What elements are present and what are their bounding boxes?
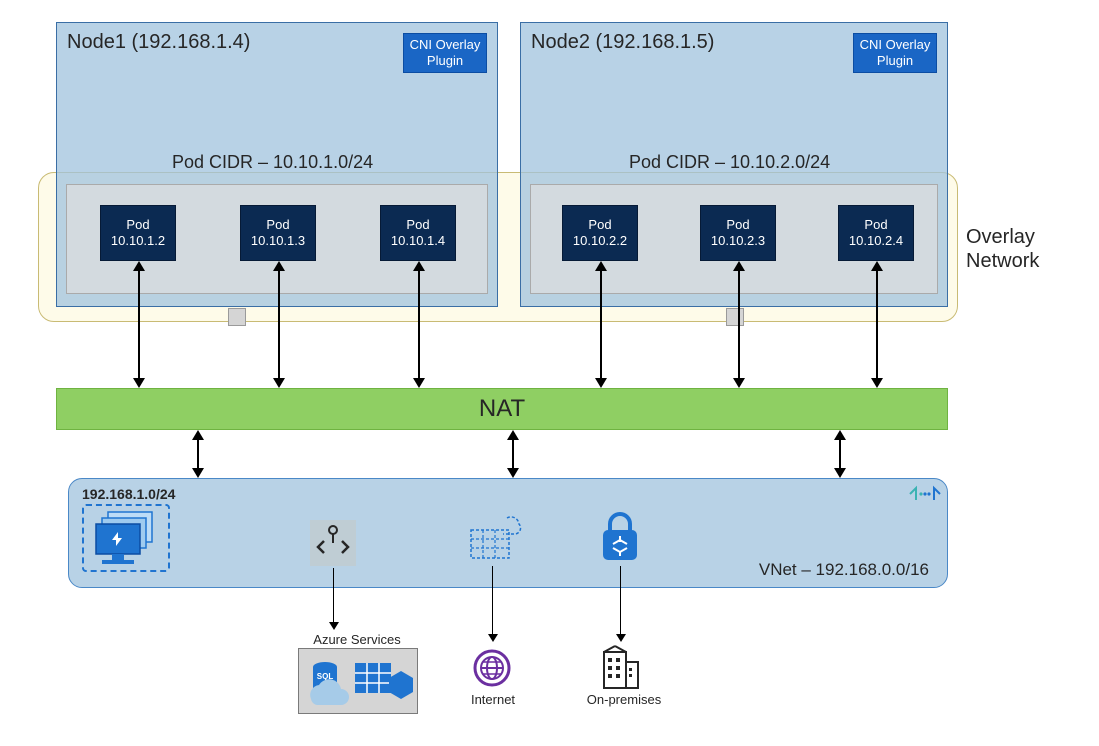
arrow-nat-vnet <box>197 438 199 470</box>
overlay-network-label: OverlayNetwork <box>966 225 1076 273</box>
nat-label: NAT <box>479 395 525 423</box>
pod: Pod10.10.1.2 <box>100 205 176 261</box>
arrowhead-down-icon <box>595 378 607 388</box>
pod: Pod10.10.2.3 <box>700 205 776 261</box>
arrowhead-down-icon <box>133 378 145 388</box>
vm-scale-set-group <box>82 504 170 572</box>
arrow-pod-nat <box>738 269 740 380</box>
arrowhead-down-icon <box>871 378 883 388</box>
arrow-nat-vnet <box>512 438 514 470</box>
arrowhead-up-icon <box>413 261 425 271</box>
arrowhead-up-icon <box>733 261 745 271</box>
arrowhead-down-icon <box>616 634 626 642</box>
cloud-storage-icon <box>465 514 523 569</box>
resize-handle-icon <box>726 308 744 326</box>
internet-label: Internet <box>463 692 523 707</box>
azure-services-title: Azure Services <box>312 632 402 647</box>
arrow-service-down <box>492 566 493 636</box>
pod: Pod10.10.2.2 <box>562 205 638 261</box>
pod: Pod10.10.1.4 <box>380 205 456 261</box>
arrowhead-down-icon <box>413 378 425 388</box>
node-title: Node2 (192.168.1.5) <box>531 31 714 54</box>
vm-icon <box>84 506 172 574</box>
arrowhead-up-icon <box>192 430 204 440</box>
arrowhead-down-icon <box>488 634 498 642</box>
pod: Pod10.10.2.4 <box>838 205 914 261</box>
arrow-pod-nat <box>278 269 280 380</box>
vpn-gateway-icon <box>595 512 645 569</box>
arrowhead-down-icon <box>273 378 285 388</box>
pod: Pod10.10.1.3 <box>240 205 316 261</box>
arrow-service-down <box>620 566 621 636</box>
pod-cidr-label: Pod CIDR – 10.10.2.0/24 <box>629 152 830 173</box>
nat-bar: NAT <box>56 388 948 430</box>
arrowhead-down-icon <box>329 622 339 630</box>
onprem-icon <box>600 644 642 695</box>
arrow-pod-nat <box>418 269 420 380</box>
diagram-canvas: OverlayNetwork Node1 (192.168.1.4) CNI Ov… <box>0 0 1099 746</box>
arrowhead-up-icon <box>273 261 285 271</box>
cni-overlay-plugin-badge: CNI OverlayPlugin <box>403 33 487 73</box>
arrow-service-down <box>333 568 334 624</box>
node-title: Node1 (192.168.1.4) <box>67 31 250 54</box>
arrowhead-up-icon <box>834 430 846 440</box>
arrowhead-up-icon <box>507 430 519 440</box>
pod-cidr-label: Pod CIDR – 10.10.1.0/24 <box>172 152 373 173</box>
arrowhead-down-icon <box>192 468 204 478</box>
internet-icon <box>472 648 512 693</box>
onprem-label: On-premises <box>584 692 664 707</box>
vnet-peering-icon <box>908 484 942 509</box>
azure-services-box: SQL <box>298 648 418 714</box>
arrowhead-up-icon <box>595 261 607 271</box>
arrow-pod-nat <box>138 269 140 380</box>
arrow-pod-nat <box>876 269 878 380</box>
arrowhead-up-icon <box>133 261 145 271</box>
arrow-nat-vnet <box>839 438 841 470</box>
vnet-subnet-cidr: 192.168.1.0/24 <box>82 486 175 502</box>
arrowhead-down-icon <box>834 468 846 478</box>
arrowhead-up-icon <box>871 261 883 271</box>
arrowhead-down-icon <box>507 468 519 478</box>
arrow-pod-nat <box>600 269 602 380</box>
overlay-text-line1: OverlayNetwork <box>966 226 1039 272</box>
vnet-label: VNet – 192.168.0.0/16 <box>759 560 929 580</box>
resize-handle-icon <box>228 308 246 326</box>
arrowhead-down-icon <box>733 378 745 388</box>
cni-overlay-plugin-badge: CNI OverlayPlugin <box>853 33 937 73</box>
service-endpoint-icon <box>310 520 356 566</box>
